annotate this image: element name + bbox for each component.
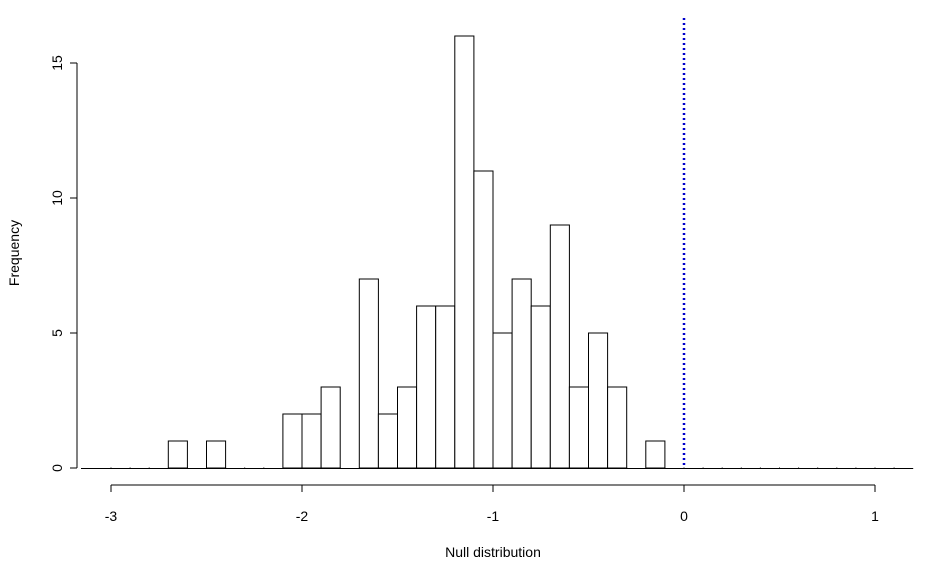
x-tick-label: 0 <box>680 508 688 524</box>
histogram-bar <box>282 413 303 469</box>
y-axis-label: Frequency <box>6 220 22 286</box>
histogram-bar <box>645 440 666 469</box>
histogram-bar <box>206 440 227 469</box>
x-tick-label: -1 <box>487 508 500 524</box>
histogram-bar <box>588 332 609 469</box>
y-tick-label: 5 <box>49 329 65 337</box>
histogram-bar <box>397 386 418 469</box>
histogram-bar <box>301 413 322 469</box>
histogram-bar <box>492 332 513 469</box>
histogram-bar <box>454 35 475 469</box>
y-tick-label: 0 <box>49 464 65 472</box>
histogram-bar <box>416 305 437 469</box>
x-axis: -3 -2 -1 0 1 <box>105 484 879 524</box>
histogram-bar <box>167 440 188 469</box>
histogram-bar <box>320 386 341 469</box>
x-tick-label: -3 <box>105 508 118 524</box>
y-tick-label: 10 <box>49 190 65 206</box>
histogram-bar <box>549 224 570 469</box>
histogram-bar <box>377 413 398 469</box>
x-axis-label: Null distribution <box>445 544 541 560</box>
y-axis: 0 5 10 15 <box>49 55 78 472</box>
x-tick-label: 1 <box>871 508 879 524</box>
histogram-bar <box>358 278 379 469</box>
histogram-bars <box>110 35 895 469</box>
histogram-bar <box>530 305 551 469</box>
y-tick-label: 15 <box>49 55 65 71</box>
histogram-bar <box>568 386 590 469</box>
x-tick-label: -2 <box>296 508 309 524</box>
histogram-bar <box>511 278 532 469</box>
histogram-bar <box>435 305 456 469</box>
histogram-bar <box>607 386 628 469</box>
histogram-bar <box>473 170 494 469</box>
